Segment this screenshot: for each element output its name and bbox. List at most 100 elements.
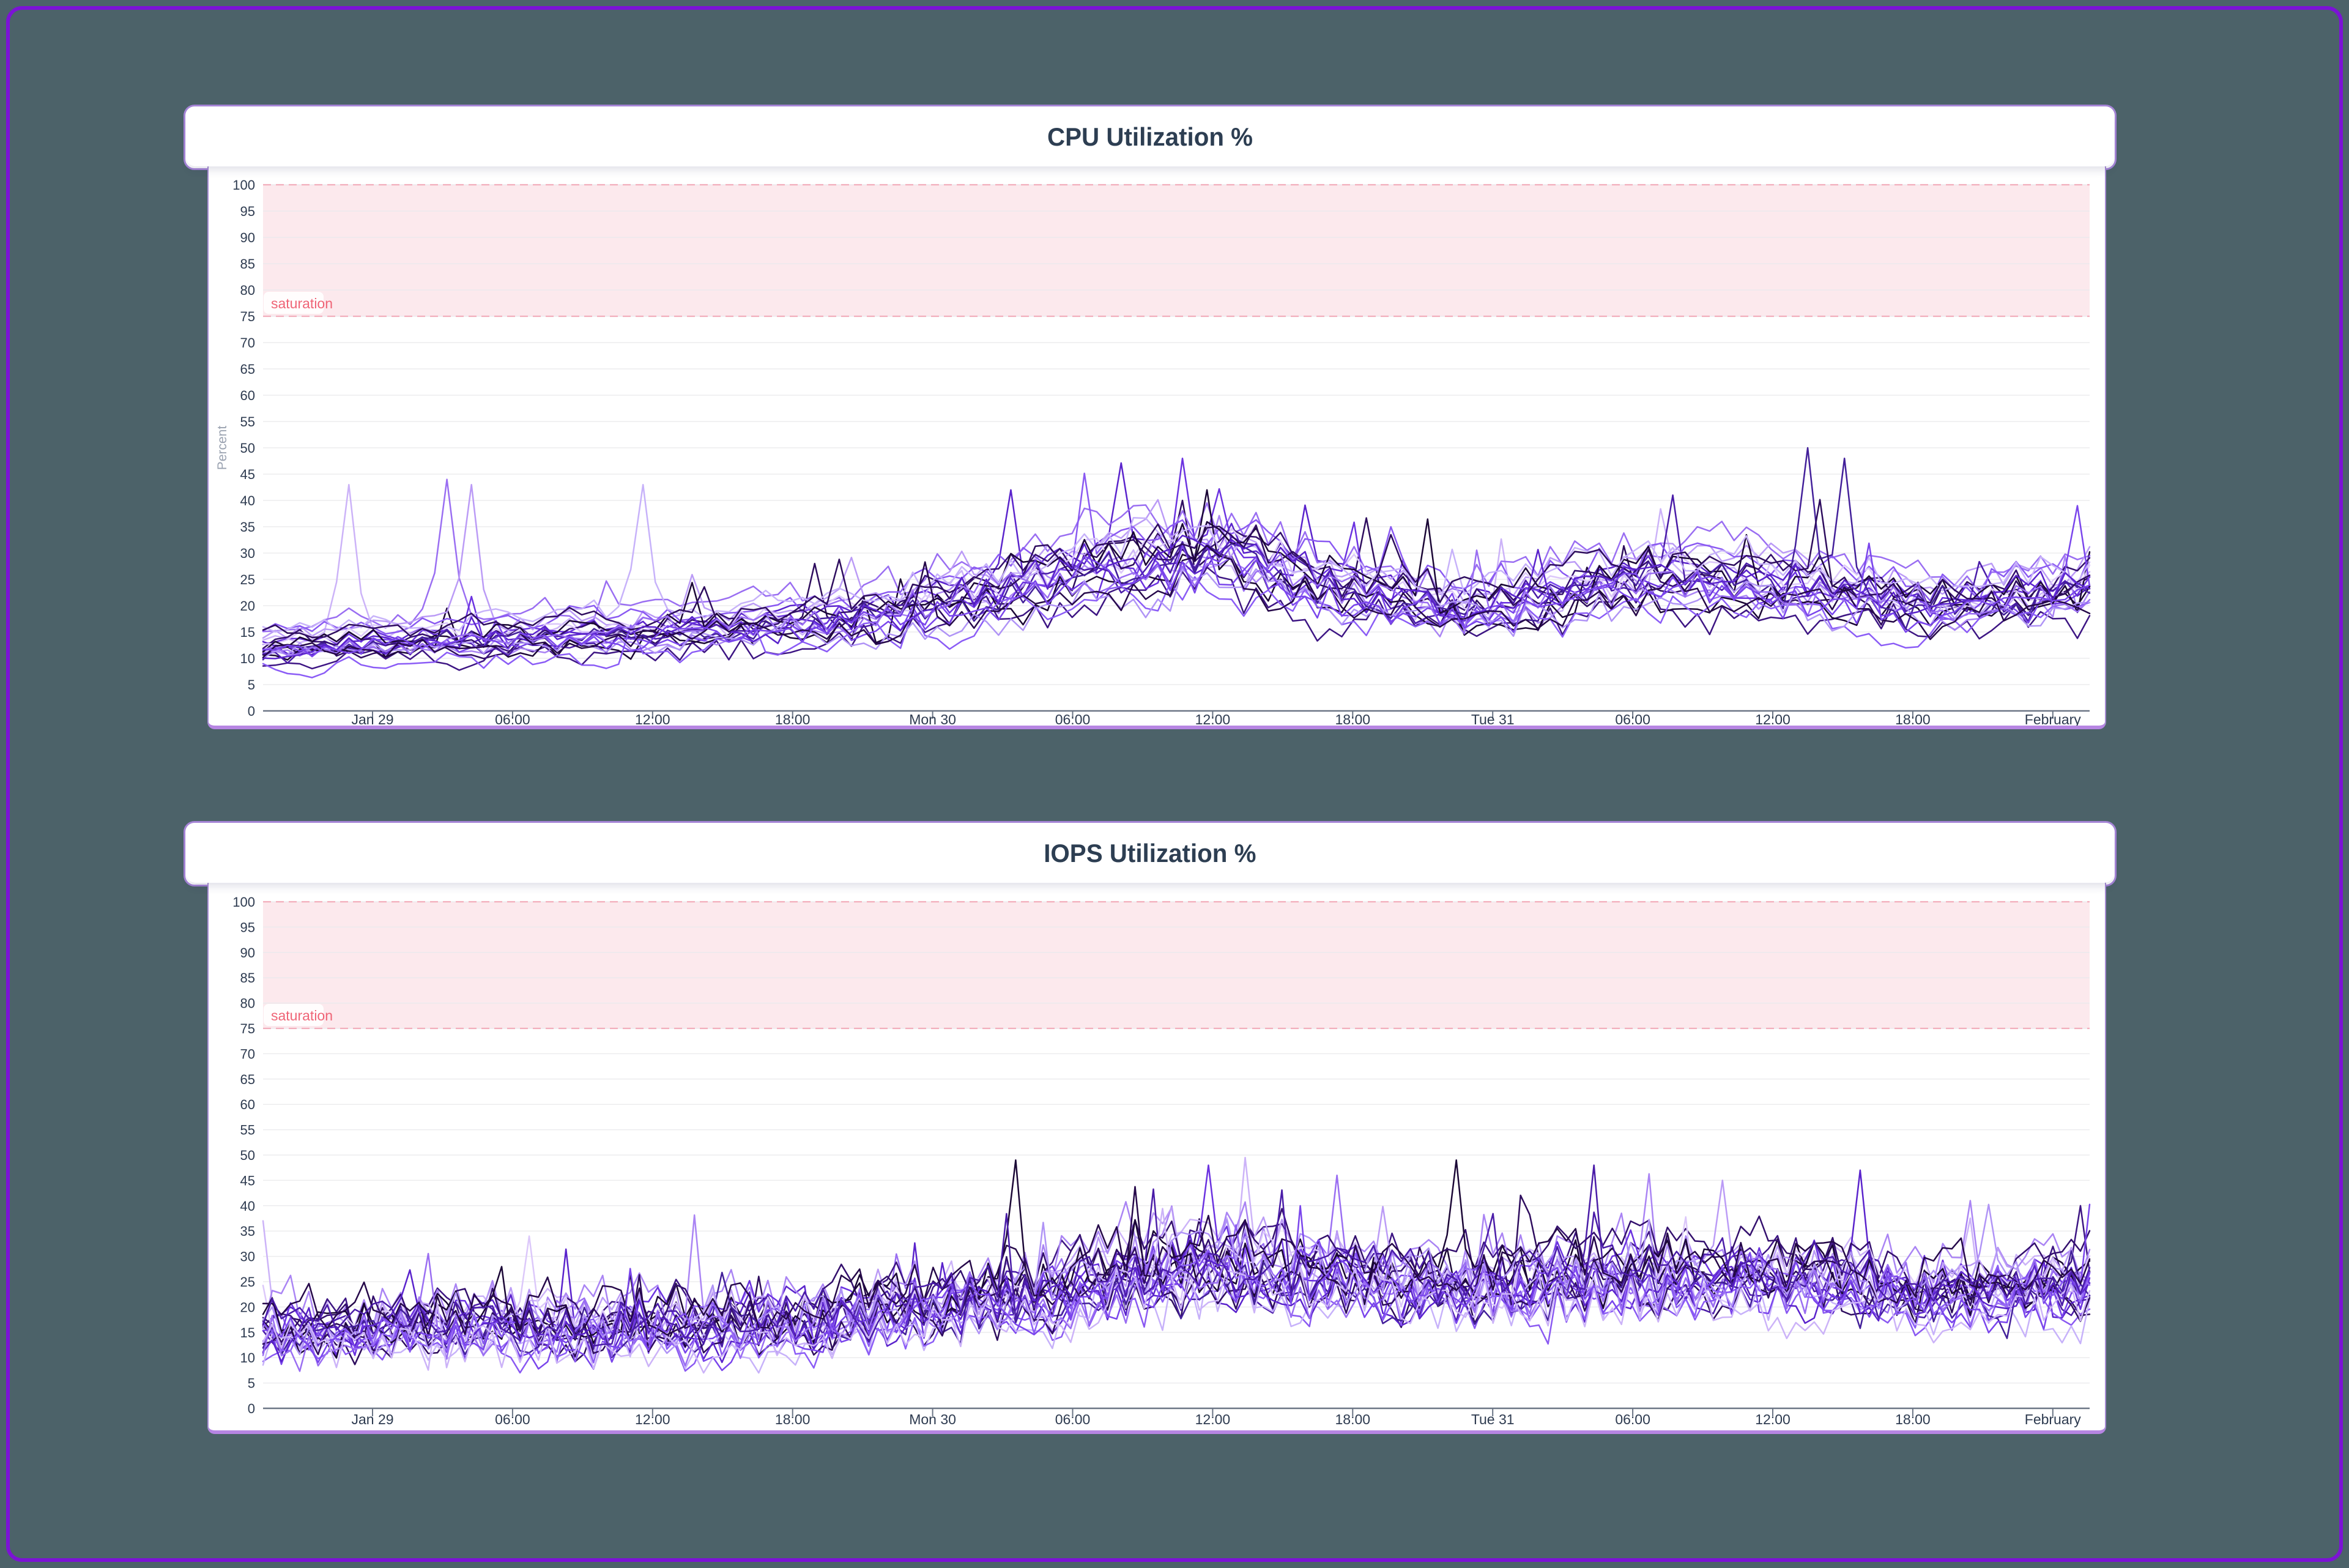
x-axis-label: 12:00 [1195,712,1231,726]
y-axis-label: 45 [240,467,255,482]
y-axis-label: 95 [240,920,255,935]
line-series-24 [262,542,2091,658]
y-axis-label: 25 [240,1274,255,1290]
line-series-07 [262,457,2091,645]
y-axis-label: 5 [248,677,255,693]
cpu-chart-title: CPU Utilization % [1047,122,1253,151]
y-axis-label: 90 [240,945,255,960]
x-axis-label: 18:00 [1335,712,1371,726]
line-series-21 [262,535,2091,660]
line-series-18 [262,1249,2091,1369]
y-axis-label: 65 [240,1072,255,1087]
y-axis-label: 20 [240,1299,255,1315]
x-axis-label: 12:00 [635,712,670,726]
y-axis-label: 40 [240,493,255,508]
y-axis-title: Percent [215,426,229,470]
line-series-24 [262,1205,2091,1372]
y-axis-label: 75 [240,1021,255,1036]
y-axis-label: 5 [248,1376,255,1391]
y-axis-label: 30 [240,1249,255,1265]
x-axis-label: 06:00 [1055,1411,1091,1427]
x-axis-label: 06:00 [1615,712,1650,726]
line-series-19 [262,499,2091,639]
saturation-label: saturation [271,1008,333,1024]
y-axis-label: 25 [240,572,255,587]
iops-panel-header: IOPS Utilization % [186,823,2114,883]
x-axis-label: 06:00 [1615,1411,1650,1427]
y-axis-label: 85 [240,970,255,986]
iops-chart-title: IOPS Utilization % [1044,838,1256,868]
y-axis-label: 60 [240,388,255,403]
line-series-06 [262,515,2091,657]
line-series-26 [262,1189,2091,1347]
y-axis-label: 75 [240,309,255,324]
x-axis-label: February [2025,1411,2082,1427]
y-axis-label: 0 [248,1401,255,1416]
x-axis-label: 18:00 [1335,1411,1371,1427]
x-axis-label: 12:00 [1755,1411,1791,1427]
line-series-09 [262,483,2091,639]
x-axis-label: 18:00 [1895,712,1931,726]
y-axis-label: 10 [240,1350,255,1365]
x-axis-label: 12:00 [635,1411,670,1427]
y-axis-label: 30 [240,546,255,561]
x-axis-label: 18:00 [775,712,811,726]
y-axis-label: 45 [240,1173,255,1188]
y-axis-label: 55 [240,414,255,429]
saturation-label: saturation [271,295,333,311]
y-axis-label: 100 [232,894,255,910]
y-axis-label: 15 [240,625,255,640]
y-axis-label: 85 [240,256,255,272]
line-series-23 [262,1186,2091,1337]
line-series-12 [262,528,2091,650]
y-axis-label: 50 [240,440,255,456]
x-axis-label: 12:00 [1195,1411,1231,1427]
iops-chart-plot[interactable]: Jan 29 06:00 12:00 18:00 Mon 30 06:00 12:00 18:… [209,878,2105,1430]
y-axis-label: 55 [240,1123,255,1138]
line-series-12 [262,1208,2091,1343]
saturation-label-chip [264,292,324,314]
y-axis-label: 35 [240,519,255,535]
y-axis-label: 95 [240,204,255,219]
line-series-25 [262,1208,2091,1374]
cpu-chart-plot[interactable]: Jan 29 06:00 12:00 18:00 Mon 30 06:00 12:00 18:… [209,162,2105,726]
y-axis-label: 90 [240,230,255,245]
iops-panel: Jan 29 06:00 12:00 18:00 Mon 30 06:00 12:00 18:… [207,877,2106,1434]
x-axis-label: February [2025,712,2082,726]
x-axis-label: 12:00 [1755,712,1791,726]
x-axis-label: Mon 30 [909,1411,956,1427]
x-axis-label: 18:00 [775,1411,811,1427]
y-axis-label: 50 [240,1148,255,1163]
line-series-11 [262,1224,2091,1374]
y-axis-label: 20 [240,598,255,614]
line-series-05 [262,567,2091,671]
x-axis-label: Jan 29 [351,712,393,726]
saturation-label-chip [264,1004,324,1026]
y-axis-label: 0 [248,704,255,719]
y-axis-label: 80 [240,283,255,298]
x-axis-label: Tue 31 [1471,1411,1515,1427]
x-axis-label: 18:00 [1895,1411,1931,1427]
y-axis-label: 65 [240,362,255,377]
y-axis-label: 100 [232,177,255,193]
y-axis-label: 10 [240,651,255,666]
x-axis-label: Jan 29 [351,1411,393,1427]
y-axis-label: 40 [240,1198,255,1214]
y-axis-label: 80 [240,996,255,1011]
x-axis-label: 06:00 [495,1411,530,1427]
x-axis-label: Mon 30 [909,712,956,726]
saturation-band [263,185,2090,316]
x-axis-label: 06:00 [495,712,530,726]
y-axis-label: 70 [240,335,255,351]
y-axis-label: 70 [240,1046,255,1061]
cpu-panel: Jan 29 06:00 12:00 18:00 Mon 30 06:00 12:00 18:… [207,160,2106,729]
y-axis-label: 35 [240,1224,255,1239]
x-axis-label: 06:00 [1055,712,1091,726]
line-series-20 [262,1203,2091,1357]
y-axis-label: 15 [240,1325,255,1340]
saturation-band [263,902,2090,1028]
cpu-panel-header: CPU Utilization % [186,107,2114,166]
line-series-11 [262,472,2091,635]
y-axis-label: 60 [240,1097,255,1112]
